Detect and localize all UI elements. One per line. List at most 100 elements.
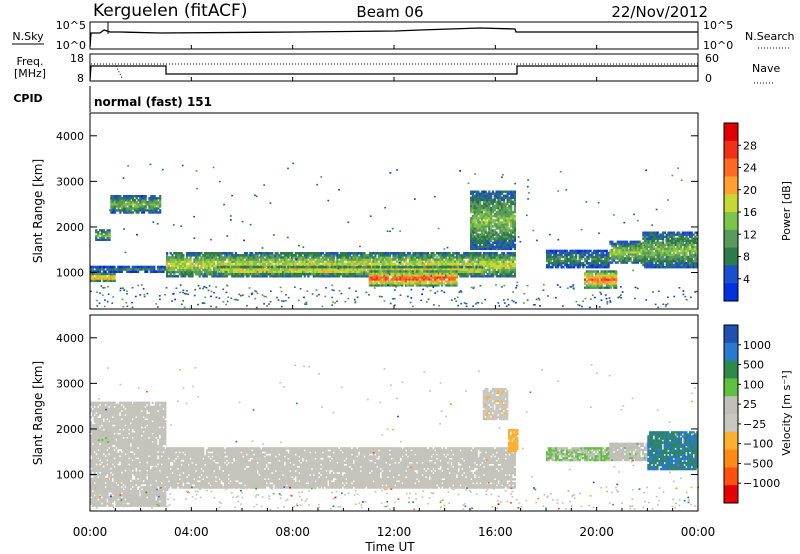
heatmap-cell (385, 284, 388, 287)
heatmap-cell (387, 252, 390, 255)
heatmap-cell (446, 262, 449, 265)
heatmap-cell (477, 239, 480, 242)
heatmap-cell (394, 284, 397, 287)
heatmap-cell (341, 268, 344, 271)
heatmap-cell (625, 251, 628, 254)
heatmap-cell (483, 254, 486, 257)
heatmap-cell (336, 258, 339, 261)
heatmap-cell (627, 244, 630, 248)
heatmap-cell (150, 199, 153, 202)
heatmap-cell (605, 266, 608, 269)
heatmap-cell (606, 274, 609, 277)
heatmap-cell (417, 256, 420, 259)
heatmap-cell (274, 266, 277, 270)
heatmap-cell (571, 249, 574, 253)
heatmap-cell (399, 268, 402, 271)
heatmap-cell (480, 245, 484, 249)
heatmap-cell (153, 205, 156, 208)
heatmap-cell (392, 280, 395, 283)
heatmap-cell (678, 237, 681, 240)
heatmap-cell (121, 209, 124, 212)
heatmap-cell (602, 249, 605, 253)
heatmap-cell (634, 253, 638, 256)
heatmap-cell (303, 258, 306, 261)
heatmap-cell (502, 262, 506, 265)
heatmap-cell (187, 260, 190, 263)
heatmap-cell (589, 261, 592, 265)
heatmap-cell (439, 270, 442, 273)
heatmap-cell (173, 266, 176, 270)
heatmap-cell (128, 197, 131, 200)
heatmap-cell (413, 272, 417, 275)
heatmap-cell (265, 275, 268, 278)
heatmap-cell (189, 270, 192, 274)
heatmap-cell (430, 282, 433, 285)
heatmap-cell (419, 265, 422, 269)
heatmap-cell (403, 270, 406, 273)
heatmap-cell (493, 256, 497, 259)
heatmap-cell (231, 275, 234, 278)
heatmap-cell (488, 229, 491, 232)
heatmap-cell (430, 272, 433, 275)
heatmap-cell (176, 254, 180, 257)
heatmap-cell (477, 252, 480, 255)
heatmap-cell (251, 254, 254, 257)
heatmap-cell (435, 270, 438, 273)
heatmap-cell (200, 252, 203, 255)
heatmap-cell (669, 263, 672, 267)
heatmap-cell (320, 275, 323, 278)
heatmap-cell (298, 265, 301, 269)
heatmap-cell (233, 265, 236, 269)
heatmap-cell (624, 240, 627, 244)
heatmap-cell (484, 239, 487, 242)
heatmap-cell (337, 272, 341, 276)
heatmap-cell (475, 213, 478, 216)
heatmap-cell (484, 237, 487, 240)
heatmap-cell (385, 268, 388, 271)
heatmap-cell (417, 284, 420, 287)
heatmap-cell (611, 282, 614, 285)
heatmap-cell (497, 215, 500, 218)
heatmap-cell (321, 252, 324, 255)
heatmap-cell (578, 255, 581, 259)
heatmap-cell (493, 247, 496, 251)
heatmap-cell (124, 207, 127, 210)
heatmap-cell (144, 209, 147, 212)
heatmap-cell (370, 276, 373, 279)
heatmap-cell (307, 256, 310, 259)
heatmap-cell (345, 270, 348, 273)
heatmap-cell (475, 254, 478, 257)
heatmap-cell (91, 274, 94, 278)
heatmap-cell (477, 275, 480, 278)
heatmap-cell (319, 265, 322, 269)
heatmap-cell (132, 211, 135, 214)
heatmap-cell (504, 225, 507, 228)
heatmap-cell (502, 221, 505, 224)
heatmap-cell (470, 198, 473, 202)
heatmap-cell (184, 260, 187, 263)
heatmap-cell (549, 261, 552, 265)
heatmap-cell (108, 270, 111, 273)
heatmap-cell (176, 260, 180, 263)
heatmap-cell (133, 265, 136, 269)
heatmap-cell (490, 258, 493, 261)
heatmap-cell (638, 257, 641, 260)
heatmap-cell (678, 247, 681, 251)
heatmap-cell (130, 195, 133, 198)
heatmap-cell (607, 253, 610, 257)
heatmap-cell (504, 235, 507, 238)
heatmap-cell (671, 231, 674, 234)
heatmap-cell (493, 252, 497, 255)
heatmap-cell (606, 272, 609, 275)
heatmap-cell (649, 233, 652, 236)
heatmap-cell (649, 237, 652, 240)
heatmap-cell (365, 256, 368, 259)
heatmap-cell (428, 268, 431, 271)
heatmap-cell (560, 261, 563, 265)
heatmap-cell (671, 263, 674, 267)
heatmap-cell (430, 284, 433, 287)
heatmap-cell (310, 260, 314, 263)
heatmap-cell (492, 254, 495, 257)
heatmap-cell (658, 255, 661, 259)
heatmap-cell (667, 245, 670, 249)
